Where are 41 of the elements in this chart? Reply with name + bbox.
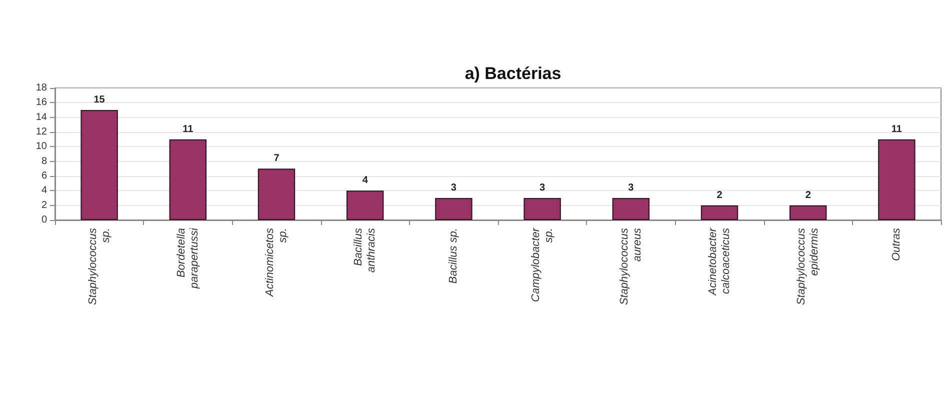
data-label: 11 (182, 124, 194, 135)
x-tick-label: Staphylococcus aureus (618, 228, 644, 306)
bar (700, 205, 738, 220)
x-tick-label: Bordetella parapertussi (175, 227, 200, 290)
y-tick-label: 8 (41, 156, 48, 167)
data-label: 2 (716, 190, 723, 201)
y-tick-label: 2 (41, 200, 48, 211)
x-tick-label: Staphylococcus epidermis (796, 228, 821, 306)
x-tick-label: Staphylococcus sp. (86, 228, 112, 306)
bar (346, 190, 384, 220)
bar (789, 205, 827, 220)
bar (169, 139, 207, 220)
bar (612, 198, 650, 220)
y-tick-label: 14 (36, 112, 48, 123)
data-label: 3 (628, 182, 634, 194)
data-label: 11 (891, 124, 902, 135)
x-tick-label: Acinetobacter calcoaceticus (707, 226, 732, 296)
y-tick-label: 0 (41, 214, 48, 226)
x-tick-label: Actinomicetos sp. (264, 228, 289, 298)
y-tick-label: 16 (36, 97, 48, 108)
y-tick-label: 6 (41, 170, 48, 182)
data-label: 4 (362, 175, 368, 186)
x-tick-label: Campylobacter sp. (530, 226, 555, 302)
data-label: 3 (540, 182, 546, 194)
data-label: 3 (450, 182, 457, 194)
y-tick-label: 4 (41, 185, 48, 196)
bar (80, 110, 118, 220)
y-tick-label: 18 (36, 82, 48, 94)
bar (878, 139, 916, 220)
data-label: 2 (805, 190, 812, 201)
y-tick-label: 12 (36, 126, 48, 138)
bar (258, 168, 296, 220)
data-label: 7 (274, 153, 280, 164)
y-tick-label: 10 (36, 141, 48, 152)
x-tick-label: Bacillus sp. (448, 228, 460, 284)
x-tick-label: Bacillus anthracis (352, 228, 378, 273)
bar (524, 198, 561, 220)
chart-title: a) Bactérias (464, 64, 562, 83)
x-tick-label: Outras (890, 228, 903, 262)
bar (435, 198, 472, 220)
data-label: 15 (94, 94, 106, 106)
